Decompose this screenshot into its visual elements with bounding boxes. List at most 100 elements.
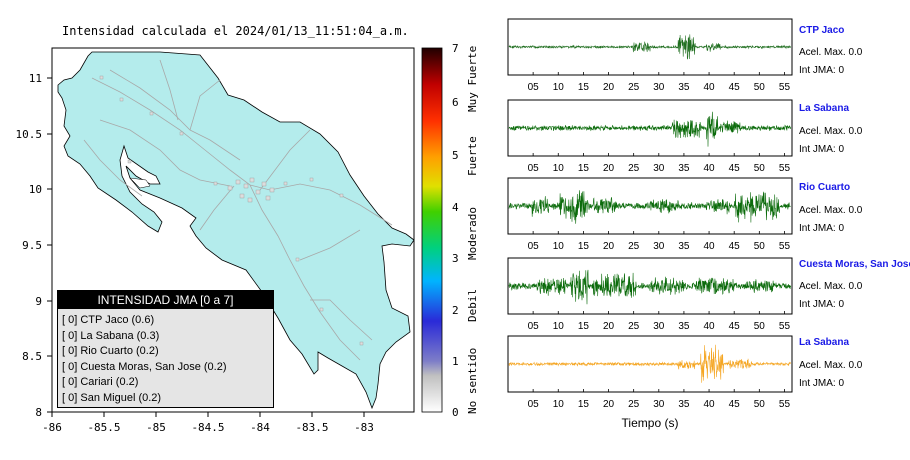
intensity-colorbar xyxy=(421,47,443,413)
waveform-tick-label: 40 xyxy=(703,321,715,332)
accel-max: Acel. Max. 0.0 xyxy=(799,126,863,137)
waveform-tick-label: 20 xyxy=(603,321,615,332)
intensity-legend: INTENSIDAD JMA [0 a 7] [ 0] CTP Jaco (0.… xyxy=(57,290,274,408)
waveform-tick-label: 10 xyxy=(553,82,565,93)
accel-max: Acel. Max. 0.0 xyxy=(799,205,863,216)
waveform-trace xyxy=(508,344,791,383)
waveform-panel: 05 10 15 20 25 30 35 40 45 50 55 xyxy=(507,99,793,174)
waveform-tick-label: 20 xyxy=(603,82,615,93)
waveform-tick-label: 40 xyxy=(703,163,715,174)
legend-label: La Sabana (0.3) xyxy=(80,329,160,342)
map-ytick: 11 xyxy=(29,72,42,85)
legend-item: [ 0] La Sabana (0.3) xyxy=(62,329,273,345)
waveform-tick-label: 10 xyxy=(553,241,565,252)
legend-list: [ 0] CTP Jaco (0.6) [ 0] La Sabana (0.3)… xyxy=(62,313,273,406)
waveform-tick-label: 15 xyxy=(578,241,590,252)
legend-label: Cuesta Moras, San Jose (0.2) xyxy=(80,360,227,373)
map-xtick: -84.5 xyxy=(191,421,224,434)
waveform-tick-label: 55 xyxy=(779,399,791,410)
waveform-tick-label: 10 xyxy=(553,321,565,332)
map-ytick: 8 xyxy=(35,406,42,419)
legend-level: [ 0] xyxy=(62,329,78,342)
legend-item: [ 0] San Miguel (0.2) xyxy=(62,391,273,407)
legend-item: [ 0] Cuesta Moras, San Jose (0.2) xyxy=(62,360,273,376)
waveform-tick-label: 10 xyxy=(553,163,565,174)
waveform-tick-label: 30 xyxy=(653,241,665,252)
waveform-xlabel: Tiempo (s) xyxy=(622,416,679,430)
waveform-panel: 05 10 15 20 25 30 35 40 45 50 55 xyxy=(507,257,793,332)
waveform-tick-label: 15 xyxy=(578,163,590,174)
waveform-tick-label: 20 xyxy=(603,241,615,252)
waveform-tick-label: 10 xyxy=(553,399,565,410)
waveform-tick-label: 05 xyxy=(528,399,540,410)
colorbar-tick: 2 xyxy=(452,304,459,317)
colorbar-tick: 5 xyxy=(452,149,459,162)
int-jma: Int JMA: 0 xyxy=(799,65,845,76)
legend-label: Rio Cuarto (0.2) xyxy=(80,345,159,357)
waveform-tick-label: 25 xyxy=(628,399,640,410)
station-name: La Sabana xyxy=(799,337,850,348)
waveform-tick-label: 30 xyxy=(653,82,665,93)
legend-label: San Miguel (0.2) xyxy=(80,391,162,404)
station-name: Rio Cuarto xyxy=(799,182,851,193)
map-ytick: 9.5 xyxy=(22,239,42,252)
map-xtick: -83 xyxy=(354,421,374,434)
accel-max: Acel. Max. 0.0 xyxy=(799,360,863,371)
waveform-tick-label: 15 xyxy=(578,82,590,93)
legend-label: CTP Jaco (0.6) xyxy=(80,314,155,326)
waveform-tick-label: 40 xyxy=(703,399,715,410)
map-xtick: -85 xyxy=(146,421,166,434)
waveform-tick-label: 55 xyxy=(779,163,791,174)
legend-level: [ 0] xyxy=(62,345,78,357)
colorbar-tick: 1 xyxy=(452,355,459,368)
waveform-trace xyxy=(508,269,791,305)
waveform-trace xyxy=(508,34,791,60)
waveform-tick-label: 45 xyxy=(729,241,741,252)
waveform-tick-label: 35 xyxy=(678,163,690,174)
legend-title: INTENSIDAD JMA [0 a 7] xyxy=(58,291,273,309)
waveform-tick-label: 35 xyxy=(678,321,690,332)
map-xtick: -85.5 xyxy=(87,421,120,434)
waveform-tick-label: 50 xyxy=(754,399,766,410)
waveform-tick-label: 05 xyxy=(528,82,540,93)
waveform-panel: 05 10 15 20 25 30 35 40 45 50 55 xyxy=(507,18,793,93)
map-xtick: -86 xyxy=(42,421,62,434)
waveform-panel: 05 10 15 20 25 30 35 40 45 50 55 xyxy=(507,177,793,252)
legend-item: [ 0] Rio Cuarto (0.2) xyxy=(62,344,273,360)
station-markers xyxy=(99,75,364,346)
waveform-tick-label: 45 xyxy=(729,399,741,410)
legend-item: [ 0] Cariari (0.2) xyxy=(62,375,273,391)
waveform-tick-label: 40 xyxy=(703,241,715,252)
map-ytick: 8.5 xyxy=(22,350,42,363)
colorbar-tick: 3 xyxy=(452,252,459,265)
map-xtick: -84 xyxy=(250,421,270,434)
waveform-tick-label: 30 xyxy=(653,399,665,410)
map-title: Intensidad calculada el 2024/01/13_11:51… xyxy=(62,24,409,38)
waveform-tick-label: 55 xyxy=(779,82,791,93)
waveform-tick-label: 45 xyxy=(729,321,741,332)
waveform-tick-label: 25 xyxy=(628,241,640,252)
int-jma: Int JMA: 0 xyxy=(799,299,845,310)
map-ytick: 10 xyxy=(29,183,42,196)
station-name: La Sabana xyxy=(799,103,850,114)
int-jma: Int JMA: 0 xyxy=(799,144,845,155)
waveform-tick-label: 55 xyxy=(779,241,791,252)
waveform-trace xyxy=(508,190,791,224)
waveform-tick-label: 50 xyxy=(754,163,766,174)
waveform-tick-label: 50 xyxy=(754,241,766,252)
waveform-trace xyxy=(508,111,791,147)
legend-label: Cariari (0.2) xyxy=(80,376,139,388)
waveform-tick-label: 35 xyxy=(678,399,690,410)
colorbar-tick: 0 xyxy=(452,406,459,419)
waveform-tick-label: 20 xyxy=(603,399,615,410)
waveform-tick-label: 40 xyxy=(703,82,715,93)
waveform-tick-label: 25 xyxy=(628,163,640,174)
waveform-tick-label: 35 xyxy=(678,241,690,252)
waveform-panel: 05 10 15 20 25 30 35 40 45 50 55 xyxy=(507,335,793,410)
waveform-tick-label: 20 xyxy=(603,163,615,174)
legend-level: [ 0] xyxy=(62,376,78,388)
colorbar-tick: 6 xyxy=(452,96,459,109)
waveform-panels: 05 10 15 20 25 30 35 40 45 50 55 05 10 15 20 25 30 35 40 45… xyxy=(507,18,793,430)
waveform-tick-label: 35 xyxy=(678,82,690,93)
accel-max: Acel. Max. 0.0 xyxy=(799,47,863,58)
